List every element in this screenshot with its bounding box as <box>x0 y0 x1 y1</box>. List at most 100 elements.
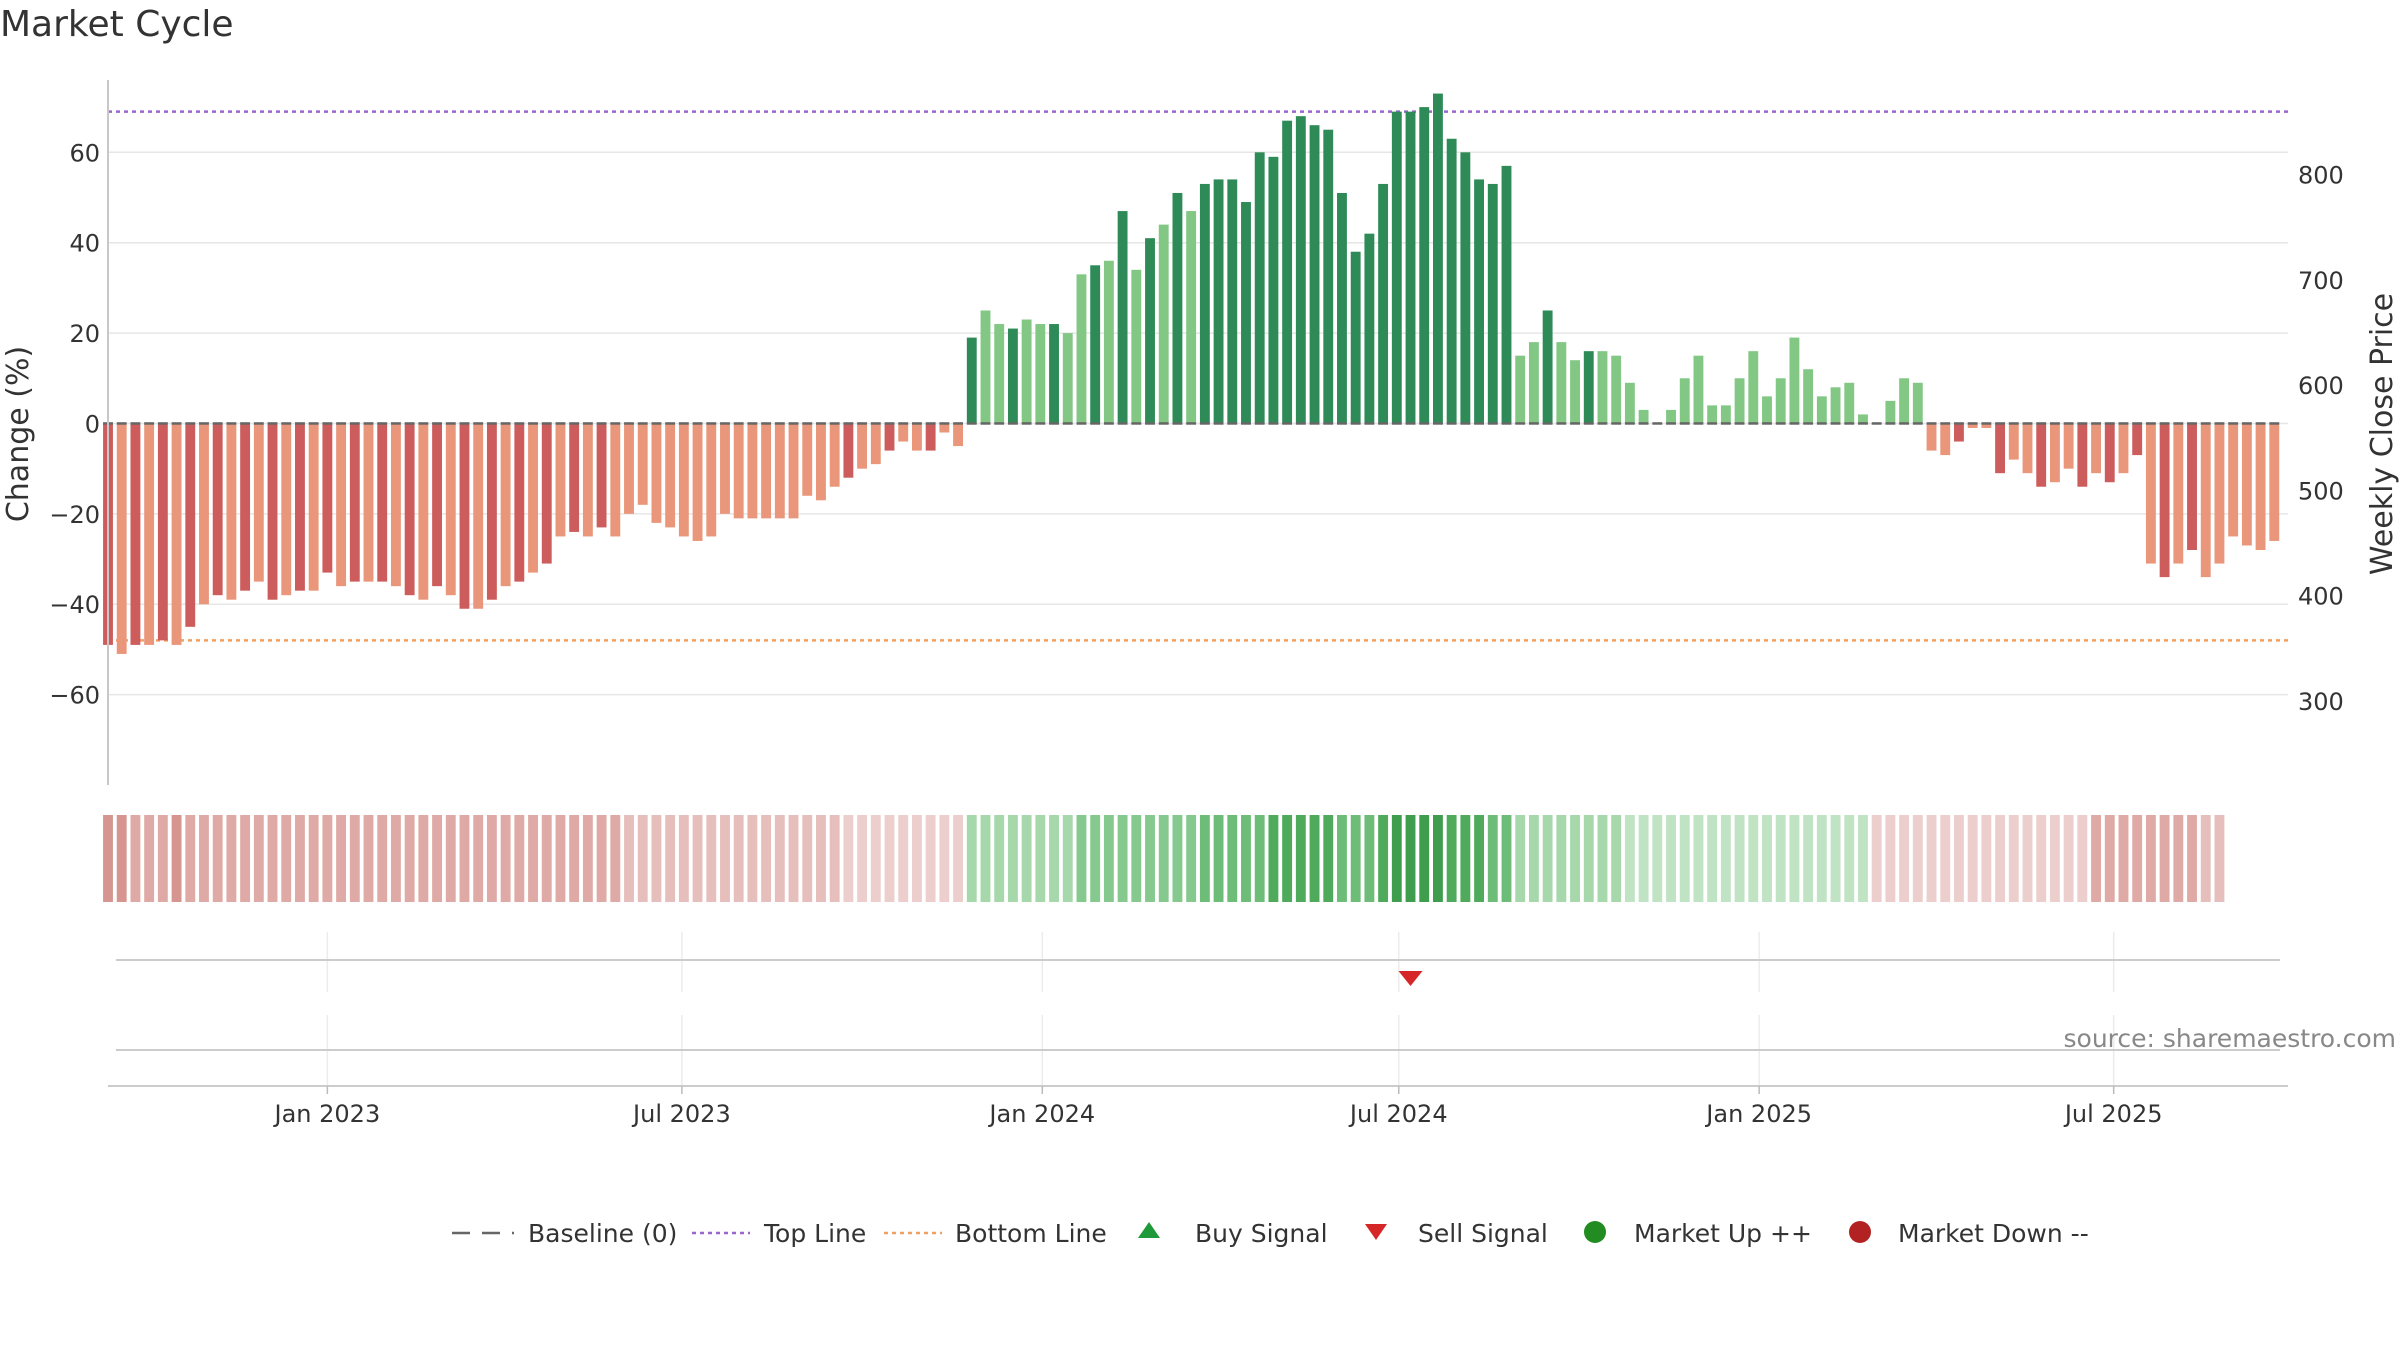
bar <box>857 423 868 469</box>
bar <box>1076 274 1087 424</box>
bar <box>1638 409 1649 424</box>
bar <box>1940 423 1951 456</box>
bar <box>185 423 196 627</box>
strength-cell <box>336 815 347 902</box>
chart-title: Market Cycle <box>0 4 234 45</box>
strength-cell <box>692 815 703 902</box>
strength-cell <box>473 815 484 902</box>
strength-cell <box>1378 815 1389 902</box>
bar <box>1131 269 1142 424</box>
bar <box>1460 152 1471 424</box>
bar <box>1487 183 1498 424</box>
bar <box>596 423 607 528</box>
strength-strip <box>103 815 2225 902</box>
bar <box>1295 116 1306 424</box>
bar <box>1844 382 1855 424</box>
bar <box>1186 211 1197 424</box>
strength-cell <box>2022 815 2033 902</box>
bar <box>1145 238 1155 424</box>
bar <box>432 423 442 587</box>
strength-cell <box>2008 815 2019 902</box>
strength-cell <box>500 815 511 902</box>
y2-tick-label: 600 <box>2298 372 2344 400</box>
bar <box>1364 233 1375 424</box>
bar <box>1378 183 1389 424</box>
bar <box>1474 179 1485 424</box>
strength-cell <box>925 815 936 902</box>
bar <box>2241 423 2252 546</box>
strength-cell <box>1295 815 1306 902</box>
strength-cell <box>761 815 772 902</box>
bar <box>637 423 648 505</box>
legend-label: Top Line <box>763 1219 866 1248</box>
reference-lines <box>108 110 2288 642</box>
strength-cell <box>857 815 868 902</box>
strength-cell <box>1638 815 1649 902</box>
bar <box>843 423 854 478</box>
bar <box>1446 138 1457 424</box>
signal-panel: source: sharemaestro.com <box>116 959 2396 1053</box>
bar <box>1309 125 1320 424</box>
bar <box>555 423 566 537</box>
bar <box>377 423 388 582</box>
strength-cell <box>226 815 237 902</box>
y-tick-label: −20 <box>49 501 100 529</box>
strength-cell <box>2049 815 2060 902</box>
strength-cell <box>2214 815 2225 902</box>
strength-cell <box>1076 815 1087 902</box>
strength-cell <box>144 815 155 902</box>
legend-label: Market Down -- <box>1898 1219 2089 1248</box>
bar <box>1049 324 1059 424</box>
strength-cell <box>829 815 840 902</box>
strength-cell <box>116 815 127 902</box>
strength-cell <box>1775 815 1786 902</box>
bar <box>1433 93 1443 424</box>
sell-signal-marker <box>1398 971 1423 986</box>
bar <box>1995 423 2006 474</box>
bar <box>2077 423 2088 487</box>
strength-cell <box>582 815 593 902</box>
strength-cell <box>253 815 264 902</box>
x-tick-label: Jul 2023 <box>631 1100 731 1128</box>
strength-cell <box>1734 815 1745 902</box>
legend-item-buy: Buy Signal <box>1138 1219 1328 1248</box>
strength-cell <box>953 815 963 902</box>
y2-tick-label: 500 <box>2298 477 2344 505</box>
strength-cell <box>665 815 676 902</box>
strength-cell <box>171 815 182 902</box>
strength-cell <box>1213 815 1224 902</box>
bar <box>1213 179 1224 424</box>
bar <box>1981 423 1992 428</box>
strength-cell <box>1762 815 1772 902</box>
strength-cell <box>1090 815 1101 902</box>
strength-cell <box>1241 815 1251 902</box>
strength-cell <box>1131 815 1142 902</box>
legend: Baseline (0) Top Line Bottom Line Buy Signa… <box>452 1219 2089 1248</box>
strength-cell <box>1501 815 1512 902</box>
bar <box>624 423 634 514</box>
bar <box>2118 423 2129 474</box>
strength-cell <box>1309 815 1320 902</box>
strength-cell <box>1720 815 1731 902</box>
bar <box>2159 423 2170 578</box>
bar <box>1816 396 1827 424</box>
bar <box>1227 179 1238 424</box>
strength-cell <box>199 815 209 902</box>
bar <box>1350 251 1361 424</box>
bar <box>486 423 497 600</box>
strength-cell <box>1542 815 1553 902</box>
y-tick-label: 40 <box>69 230 100 258</box>
strength-cell <box>678 815 689 902</box>
strength-cell <box>2063 815 2074 902</box>
bar <box>1624 382 1635 424</box>
bar <box>1570 360 1580 424</box>
bar <box>1090 265 1101 424</box>
legend-swatch <box>1138 1222 1160 1238</box>
bar <box>966 337 977 424</box>
legend-item-mdown: Market Down -- <box>1849 1219 2089 1248</box>
bar <box>788 423 799 519</box>
bar <box>651 423 662 523</box>
bar <box>1035 324 1046 424</box>
bar <box>500 423 511 587</box>
strength-cell <box>1926 815 1937 902</box>
